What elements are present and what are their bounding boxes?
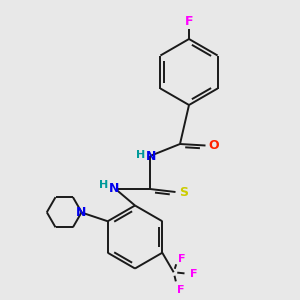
Text: O: O (208, 139, 219, 152)
Text: F: F (190, 269, 197, 279)
Text: H: H (136, 149, 145, 160)
Text: F: F (185, 15, 193, 28)
Text: S: S (179, 185, 188, 199)
Text: N: N (109, 182, 119, 196)
Text: H: H (100, 180, 109, 190)
Text: N: N (76, 206, 86, 219)
Text: F: F (178, 254, 185, 264)
Text: F: F (176, 285, 184, 295)
Text: N: N (146, 149, 157, 163)
